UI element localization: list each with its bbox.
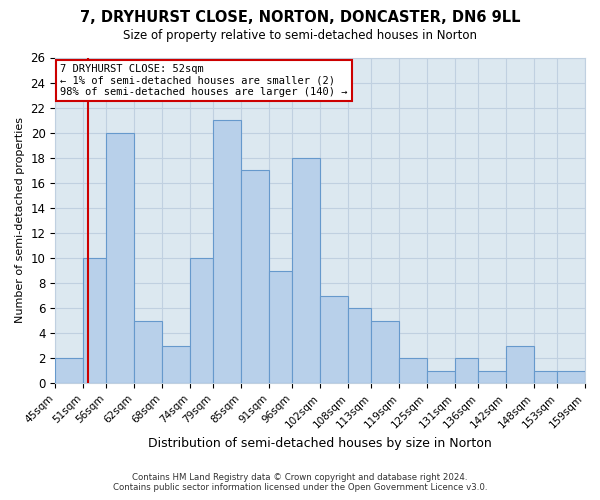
- Bar: [348, 308, 371, 384]
- Bar: [427, 371, 455, 384]
- Bar: [292, 158, 320, 384]
- Bar: [213, 120, 241, 384]
- Bar: [506, 346, 534, 384]
- Bar: [534, 371, 557, 384]
- Text: Size of property relative to semi-detached houses in Norton: Size of property relative to semi-detach…: [123, 29, 477, 42]
- Bar: [455, 358, 478, 384]
- Bar: [269, 270, 292, 384]
- Text: Contains HM Land Registry data © Crown copyright and database right 2024.
Contai: Contains HM Land Registry data © Crown c…: [113, 473, 487, 492]
- Text: 7, DRYHURST CLOSE, NORTON, DONCASTER, DN6 9LL: 7, DRYHURST CLOSE, NORTON, DONCASTER, DN…: [80, 10, 520, 25]
- Bar: [55, 358, 83, 384]
- Bar: [83, 258, 106, 384]
- Bar: [162, 346, 190, 384]
- Bar: [320, 296, 348, 384]
- Text: 7 DRYHURST CLOSE: 52sqm
← 1% of semi-detached houses are smaller (2)
98% of semi: 7 DRYHURST CLOSE: 52sqm ← 1% of semi-det…: [60, 64, 347, 97]
- Bar: [106, 132, 134, 384]
- Bar: [399, 358, 427, 384]
- Bar: [134, 321, 162, 384]
- X-axis label: Distribution of semi-detached houses by size in Norton: Distribution of semi-detached houses by …: [148, 437, 492, 450]
- Bar: [478, 371, 506, 384]
- Bar: [557, 371, 585, 384]
- Bar: [371, 321, 399, 384]
- Y-axis label: Number of semi-detached properties: Number of semi-detached properties: [15, 118, 25, 324]
- Bar: [241, 170, 269, 384]
- Bar: [190, 258, 213, 384]
